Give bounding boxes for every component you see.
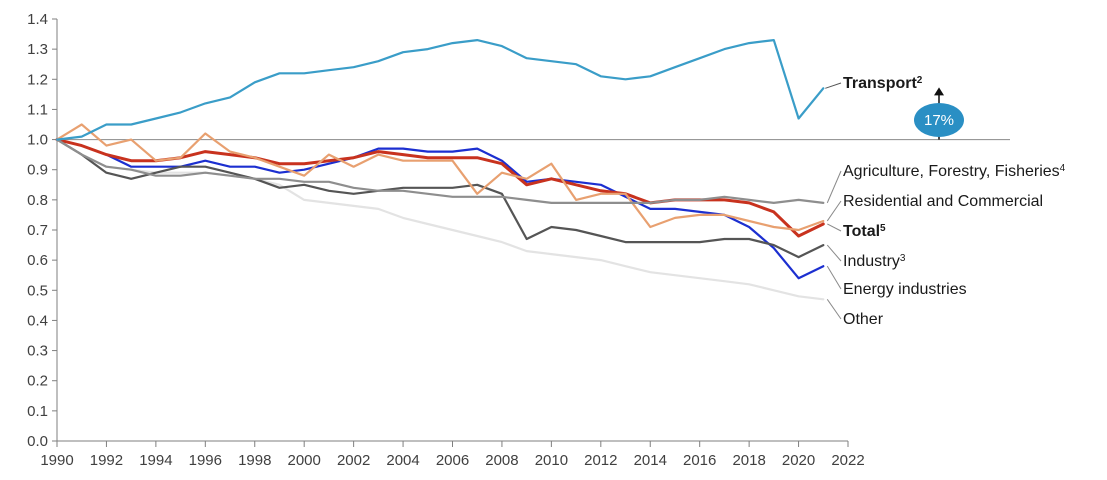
x-tick-label: 2006 xyxy=(436,452,469,469)
change-badge-label: 17% xyxy=(924,112,954,129)
series-line-agriculture-forestry-fisheries xyxy=(55,138,825,204)
series-name: Residential and Commercial xyxy=(843,193,1043,210)
y-tick-label: 0.2 xyxy=(27,373,48,390)
series-name: Energy industries xyxy=(843,281,967,298)
x-tick-label: 2008 xyxy=(485,452,518,469)
x-tick-label: 2012 xyxy=(584,452,617,469)
series-name: Other xyxy=(843,311,884,328)
leader-line xyxy=(827,223,842,232)
change-annotation: 17% xyxy=(914,87,964,140)
series-footnote: 4 xyxy=(1060,163,1066,174)
series-footnote: 3 xyxy=(900,253,906,264)
series-labels: Transport2 Agriculture, Forestry, Fisheri… xyxy=(825,75,1066,328)
leader-line xyxy=(826,200,842,222)
series-line-other xyxy=(55,138,825,301)
y-tick-label: 0.9 xyxy=(27,162,48,179)
series-label: Total5 xyxy=(843,223,886,241)
x-tick-label: 2004 xyxy=(386,452,419,469)
x-tick-label: 2016 xyxy=(683,452,716,469)
x-tick-label: 2022 xyxy=(831,452,864,469)
series-footnote: 2 xyxy=(917,75,923,86)
leader-line xyxy=(826,299,842,320)
y-tick-label: 1.3 xyxy=(27,41,48,58)
y-tick-label: 0.5 xyxy=(27,282,48,299)
series-label: Industry3 xyxy=(843,253,906,271)
x-tick-label: 1994 xyxy=(139,452,172,469)
leader-line xyxy=(826,265,842,290)
y-tick-label: 0.8 xyxy=(27,192,48,209)
x-tick-label: 2000 xyxy=(288,452,321,469)
series-label: Energy industries xyxy=(843,281,967,298)
leader-line xyxy=(825,82,842,89)
y-tick-label: 0.6 xyxy=(27,252,48,269)
y-tick-label: 0.0 xyxy=(27,433,48,450)
x-tick-label: 2018 xyxy=(732,452,765,469)
series-label: Transport2 xyxy=(843,75,923,93)
y-tick-label: 0.1 xyxy=(27,403,48,420)
x-tick-label: 2014 xyxy=(634,452,667,469)
series-label: Other xyxy=(843,311,884,328)
series-footnote: 5 xyxy=(880,223,886,234)
x-tick-label: 2020 xyxy=(782,452,815,469)
y-tick-label: 1.4 xyxy=(27,11,48,28)
series-lines xyxy=(55,38,825,301)
y-tick-label: 0.3 xyxy=(27,343,48,360)
y-tick-label: 0.7 xyxy=(27,222,48,239)
series-name: Agriculture, Forestry, Fisheries xyxy=(843,163,1060,180)
arrow-head xyxy=(934,87,944,96)
series-line-residential-and-commercial xyxy=(55,123,825,232)
series-name: Industry xyxy=(843,253,900,270)
x-tick-label: 2010 xyxy=(535,452,568,469)
x-tick-label: 2002 xyxy=(337,452,370,469)
y-tick-label: 1.1 xyxy=(27,101,48,118)
y-tick-label: 1.0 xyxy=(27,132,48,149)
x-tick-label: 1998 xyxy=(238,452,271,469)
y-tick-label: 1.2 xyxy=(27,71,48,88)
x-tick-label: 1992 xyxy=(90,452,123,469)
series-line-industry xyxy=(55,138,825,259)
leader-line xyxy=(826,244,842,262)
series-label: Residential and Commercial xyxy=(843,193,1043,210)
x-tick-label: 1996 xyxy=(189,452,222,469)
change-badge xyxy=(914,102,964,137)
series-label: Agriculture, Forestry, Fisheries4 xyxy=(843,163,1066,181)
leader-line xyxy=(826,170,842,204)
axes: 0.0 0.1 0.2 0.3 0.4 0.5 0.6 0.7 0.8 0.9 1.0 1.1 1.2 1… xyxy=(27,11,865,469)
y-tick-label: 0.4 xyxy=(27,312,48,329)
series-line-transport xyxy=(55,38,825,141)
series-name: Total xyxy=(843,223,880,240)
series-name: Transport xyxy=(843,75,917,92)
x-tick-label: 1990 xyxy=(40,452,73,469)
